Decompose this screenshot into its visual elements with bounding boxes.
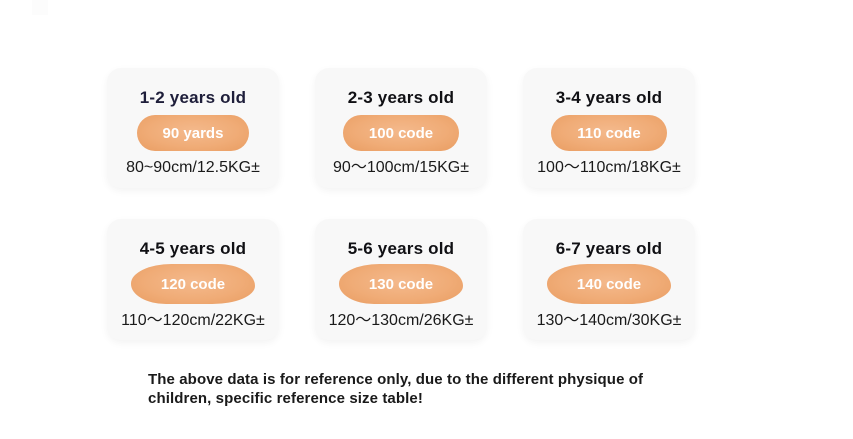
reference-disclaimer: The above data is for reference only, du… xyxy=(148,370,668,408)
age-label: 5-6 years old xyxy=(347,239,455,258)
measurement-label: 100〜110cm/18KG± xyxy=(537,159,681,176)
disclaimer-line-2: children, specific reference size table! xyxy=(148,390,423,407)
size-card-90: 1-2 years old 90 yards 80~90cm/12.5KG± xyxy=(107,68,279,188)
measurement-label: 120〜130cm/26KG± xyxy=(328,312,474,329)
age-label: 4-5 years old xyxy=(139,239,247,258)
size-badge: 120 code xyxy=(130,264,256,304)
size-card-140: 6-7 years old 140 code 130〜140cm/30KG± xyxy=(523,219,695,340)
size-card-130: 5-6 years old 130 code 120〜130cm/26KG± xyxy=(315,219,487,340)
measurement-label: 80~90cm/12.5KG± xyxy=(126,159,260,176)
age-label: 3-4 years old xyxy=(555,88,663,107)
size-badge: 100 code xyxy=(342,115,460,151)
age-label: 2-3 years old xyxy=(347,88,455,107)
age-label: 1-2 years old xyxy=(139,88,247,107)
measurement-label: 110〜120cm/22KG± xyxy=(121,312,265,329)
measurement-label: 90〜100cm/15KG± xyxy=(333,159,469,176)
page-edge-artifact xyxy=(32,0,48,15)
size-badge: 130 code xyxy=(338,264,464,304)
size-card-100: 2-3 years old 100 code 90〜100cm/15KG± xyxy=(315,68,487,188)
size-badge: 110 code xyxy=(551,115,667,151)
measurement-label: 130〜140cm/30KG± xyxy=(536,312,682,329)
age-label: 6-7 years old xyxy=(555,239,663,258)
size-badge: 140 code xyxy=(546,264,672,304)
size-card-120: 4-5 years old 120 code 110〜120cm/22KG± xyxy=(107,219,279,340)
size-card-110: 3-4 years old 110 code 100〜110cm/18KG± xyxy=(523,68,695,188)
size-badge: 90 yards xyxy=(136,115,250,151)
disclaimer-line-1: The above data is for reference only, du… xyxy=(148,371,644,388)
size-cards-grid: 1-2 years old 90 yards 80~90cm/12.5KG± 2… xyxy=(107,68,695,340)
